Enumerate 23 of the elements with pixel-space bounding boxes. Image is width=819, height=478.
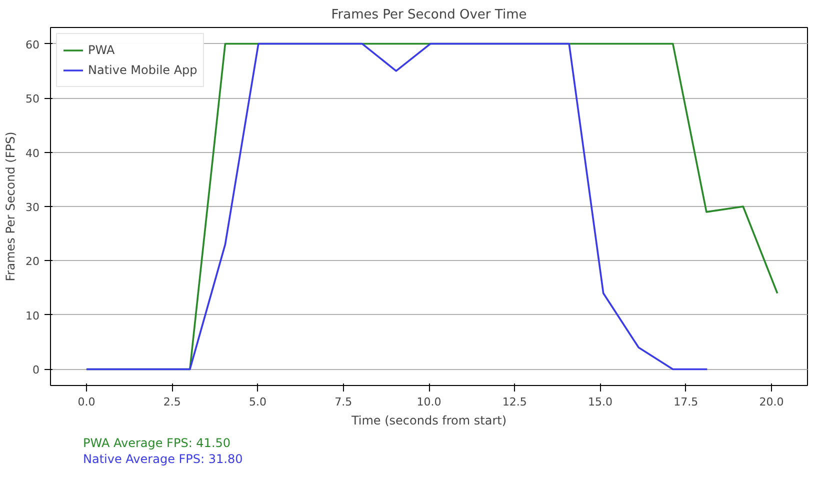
x-tick-label: 5.0 [248, 396, 266, 408]
y-tick-label: 40 [26, 146, 40, 160]
x-tick-label: 0.0 [78, 396, 96, 408]
x-tick-label: 15.0 [588, 396, 613, 408]
y-tick-label: 60 [26, 38, 40, 52]
x-tick-label: 7.5 [334, 396, 352, 408]
text: PWA Average FPS: 41.50 [83, 435, 232, 451]
x-tick-label: 2.5 [163, 396, 181, 408]
y-tick-label: 20 [26, 255, 40, 268]
y-tick-label: 0 [32, 364, 40, 377]
y-tick-label: 50 [26, 92, 40, 106]
y-axis-title: Frames Per Second (FPS) [4, 132, 18, 282]
x-tick-label: 17.5 [674, 396, 698, 408]
x-tick-label: 12.5 [502, 396, 527, 408]
y-tick-label: 10 [26, 309, 40, 322]
chart-title: Frames Per Second Over Time [331, 8, 527, 22]
legend-label: Native Mobile App [88, 63, 198, 77]
x-tick-label: 10.0 [416, 396, 442, 408]
text: Native Average FPS: 31.80 [83, 451, 243, 467]
legend-label: PWA [88, 43, 115, 57]
x-tick-label: 20.0 [759, 396, 784, 408]
x-axis-title: Time (seconds from start) [350, 414, 507, 428]
y-tick-label: 30 [26, 201, 40, 214]
